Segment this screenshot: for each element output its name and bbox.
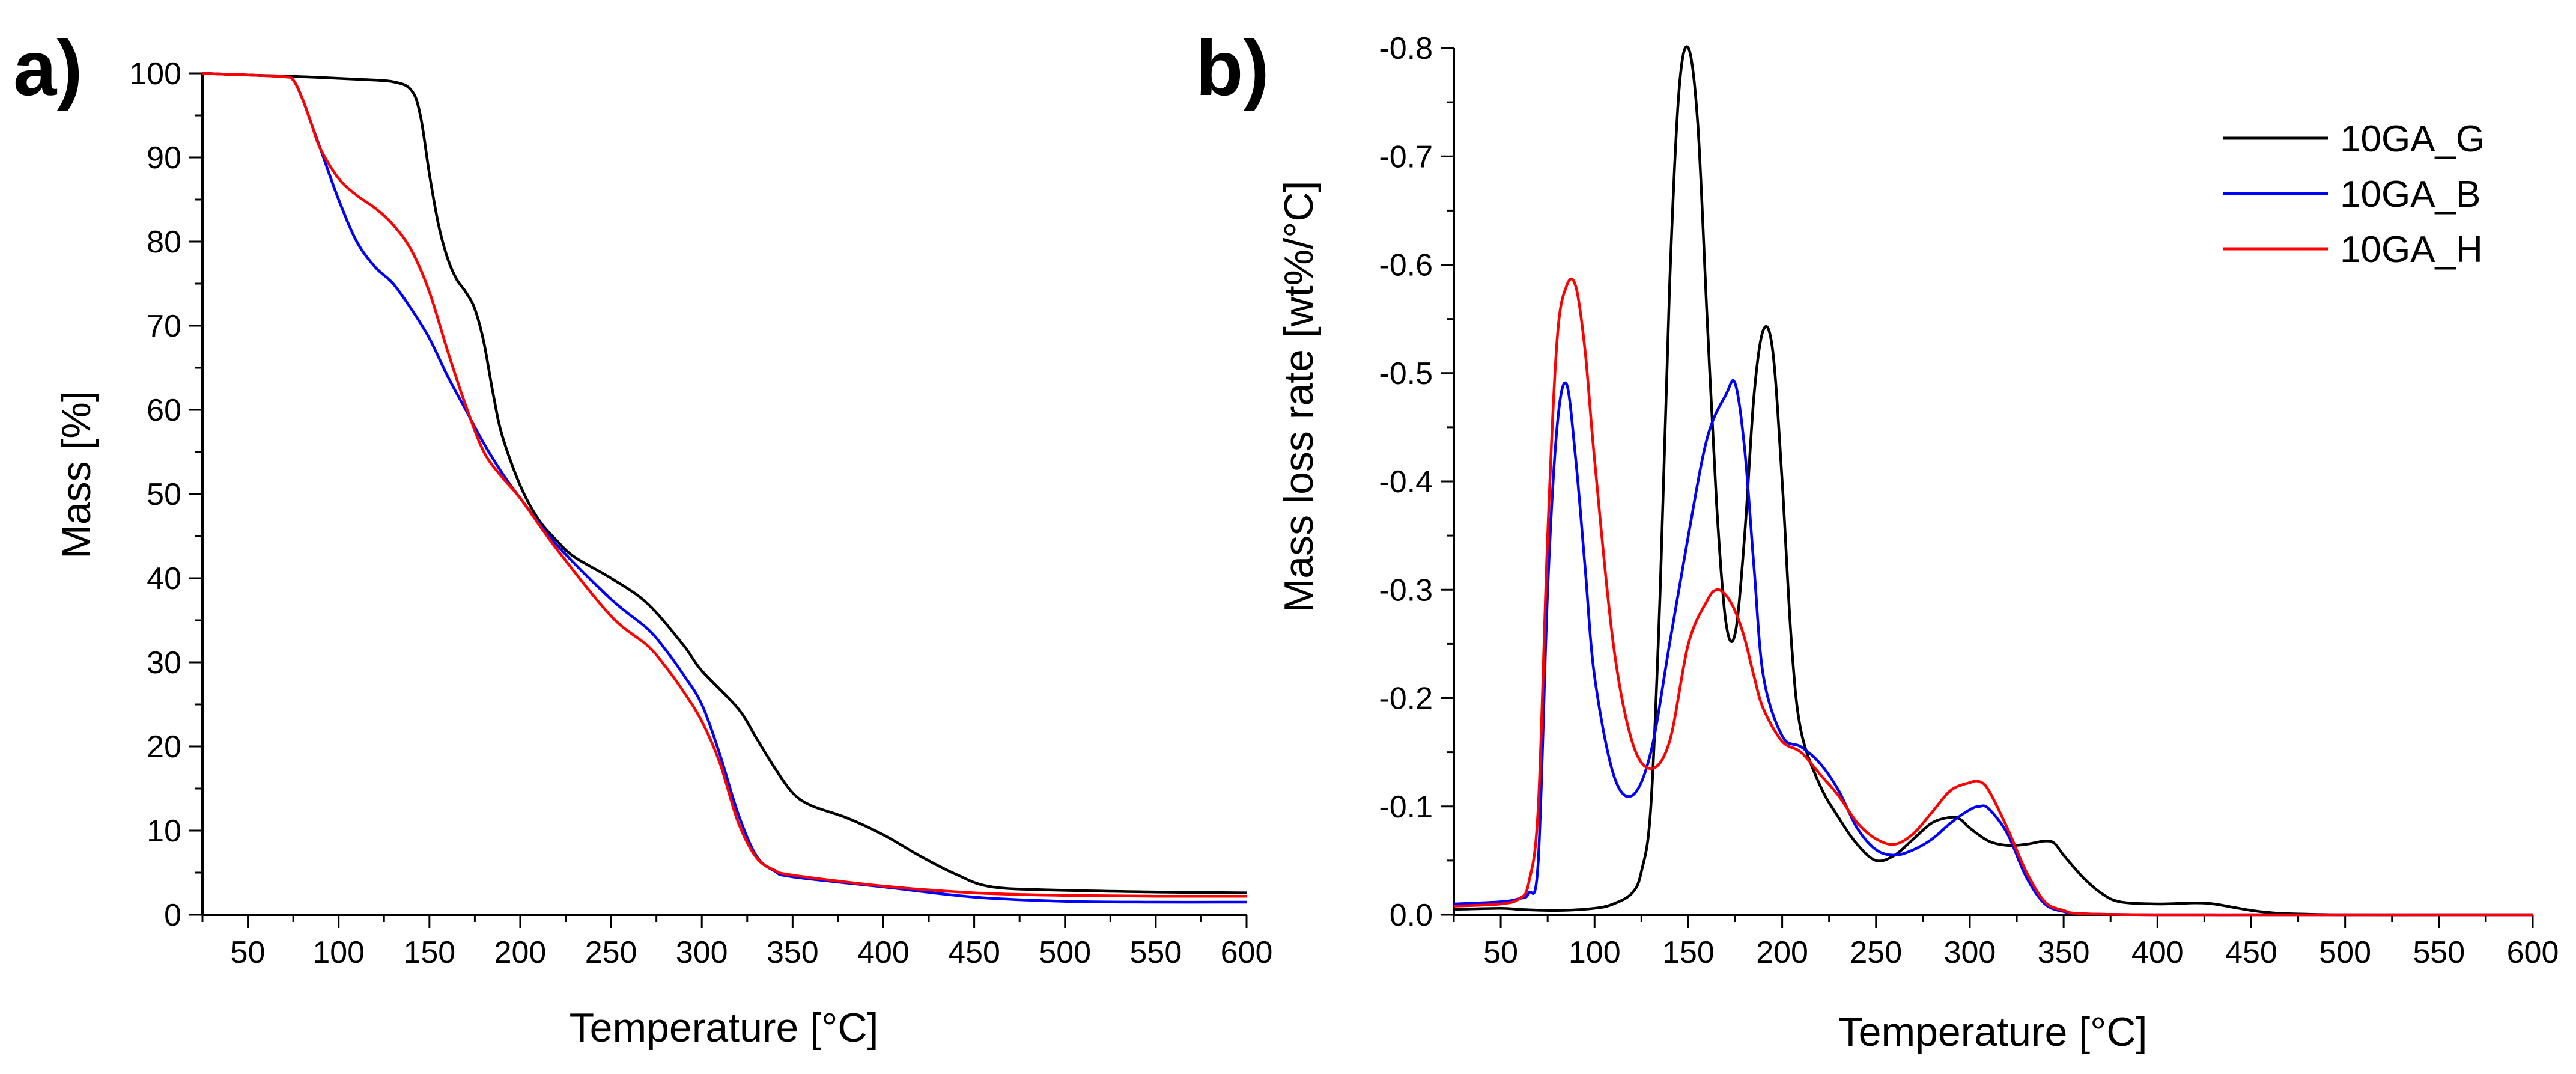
- x-tick-label: 50: [231, 935, 266, 970]
- y-tick-label: 30: [147, 645, 181, 680]
- panel-a: a) 50 100 150 200 250 300 350 400 450 500 550 600 0 1…: [13, 24, 1272, 1051]
- y-tick-label: 90: [147, 141, 181, 175]
- series-line-10ga-g: [202, 72, 1247, 894]
- y-tick-label: -0.7: [1379, 139, 1433, 174]
- panel-b: b) 50 100 150 200 250 300 350 400 450 500 550 600 0.…: [1195, 24, 2559, 1055]
- x-tick-label: 500: [1039, 935, 1091, 970]
- panel-a-plot-area: 50 100 150 200 250 300 350 400 450 500 550 600 0 10 20…: [129, 56, 1272, 970]
- y-tick-label: 40: [147, 561, 181, 596]
- y-tick-label: -0.3: [1379, 573, 1433, 608]
- series-line-10ga-g: [1453, 45, 2533, 917]
- panel-b-plot-area: 50 100 150 200 250 300 350 400 450 500 550 600 0.0 -0…: [1379, 31, 2559, 970]
- y-tick-label: -0.1: [1379, 790, 1433, 825]
- x-tick-label: 600: [2507, 935, 2559, 970]
- x-tick-label: 100: [312, 935, 365, 970]
- legend-label: 10GA_G: [2340, 118, 2485, 160]
- x-tick-label: 400: [857, 935, 910, 970]
- y-tick-label: 0.0: [1390, 898, 1433, 933]
- x-tick-label: 500: [2319, 935, 2371, 970]
- y-tick-label: 50: [147, 477, 181, 512]
- legend-label: 10GA_H: [2340, 229, 2483, 270]
- y-tick-label: -0.6: [1379, 248, 1433, 283]
- x-tick-label: 200: [494, 935, 547, 970]
- x-tick-label: 550: [1129, 935, 1182, 970]
- x-tick-label: 400: [2131, 935, 2184, 970]
- x-tick-label: 300: [1944, 935, 1996, 970]
- legend-label: 10GA_B: [2340, 174, 2480, 215]
- x-tick-label: 300: [676, 935, 728, 970]
- y-tick-label: 10: [147, 814, 181, 849]
- x-tick-label: 250: [1850, 935, 1902, 970]
- x-tick-label: 150: [403, 935, 455, 970]
- panel-b-y-axis-title: Mass loss rate [wt%/°C]: [1276, 181, 1322, 613]
- y-tick-label: 70: [147, 309, 181, 344]
- panel-a-y-axis-title: Mass [%]: [53, 391, 99, 559]
- panel-b-legend: 10GA_G 10GA_B 10GA_H: [2223, 118, 2485, 270]
- x-tick-label: 150: [1662, 935, 1715, 970]
- series-line-10ga-h: [202, 72, 1247, 898]
- x-tick-label: 450: [948, 935, 1000, 970]
- series-line-10ga-h: [1453, 277, 2533, 917]
- panel-b-x-axis-title: Temperature [°C]: [1838, 1009, 2148, 1055]
- y-tick-label: -0.4: [1379, 465, 1433, 499]
- y-tick-label: 0: [164, 898, 181, 933]
- y-tick-label: 20: [147, 730, 181, 764]
- y-tick-label: -0.5: [1379, 356, 1433, 391]
- x-tick-label: 550: [2413, 935, 2465, 970]
- y-tick-label: 80: [147, 225, 181, 260]
- panel-b-label: b): [1195, 24, 1269, 112]
- x-tick-label: 50: [1483, 935, 1518, 970]
- panel-a-x-axis-title: Temperature [°C]: [570, 1005, 879, 1051]
- series-line-10ga-b: [1453, 379, 2533, 917]
- x-tick-label: 200: [1756, 935, 1808, 970]
- x-tick-label: 600: [1221, 935, 1273, 970]
- y-tick-label: -0.2: [1379, 682, 1433, 716]
- x-tick-label: 100: [1569, 935, 1621, 970]
- x-tick-label: 250: [585, 935, 637, 970]
- x-tick-label: 350: [767, 935, 819, 970]
- x-tick-label: 350: [2038, 935, 2090, 970]
- y-tick-label: -0.8: [1379, 31, 1433, 66]
- x-tick-label: 450: [2225, 935, 2277, 970]
- y-tick-label: 100: [129, 56, 181, 91]
- y-tick-label: 60: [147, 393, 181, 428]
- panel-a-label: a): [13, 24, 83, 112]
